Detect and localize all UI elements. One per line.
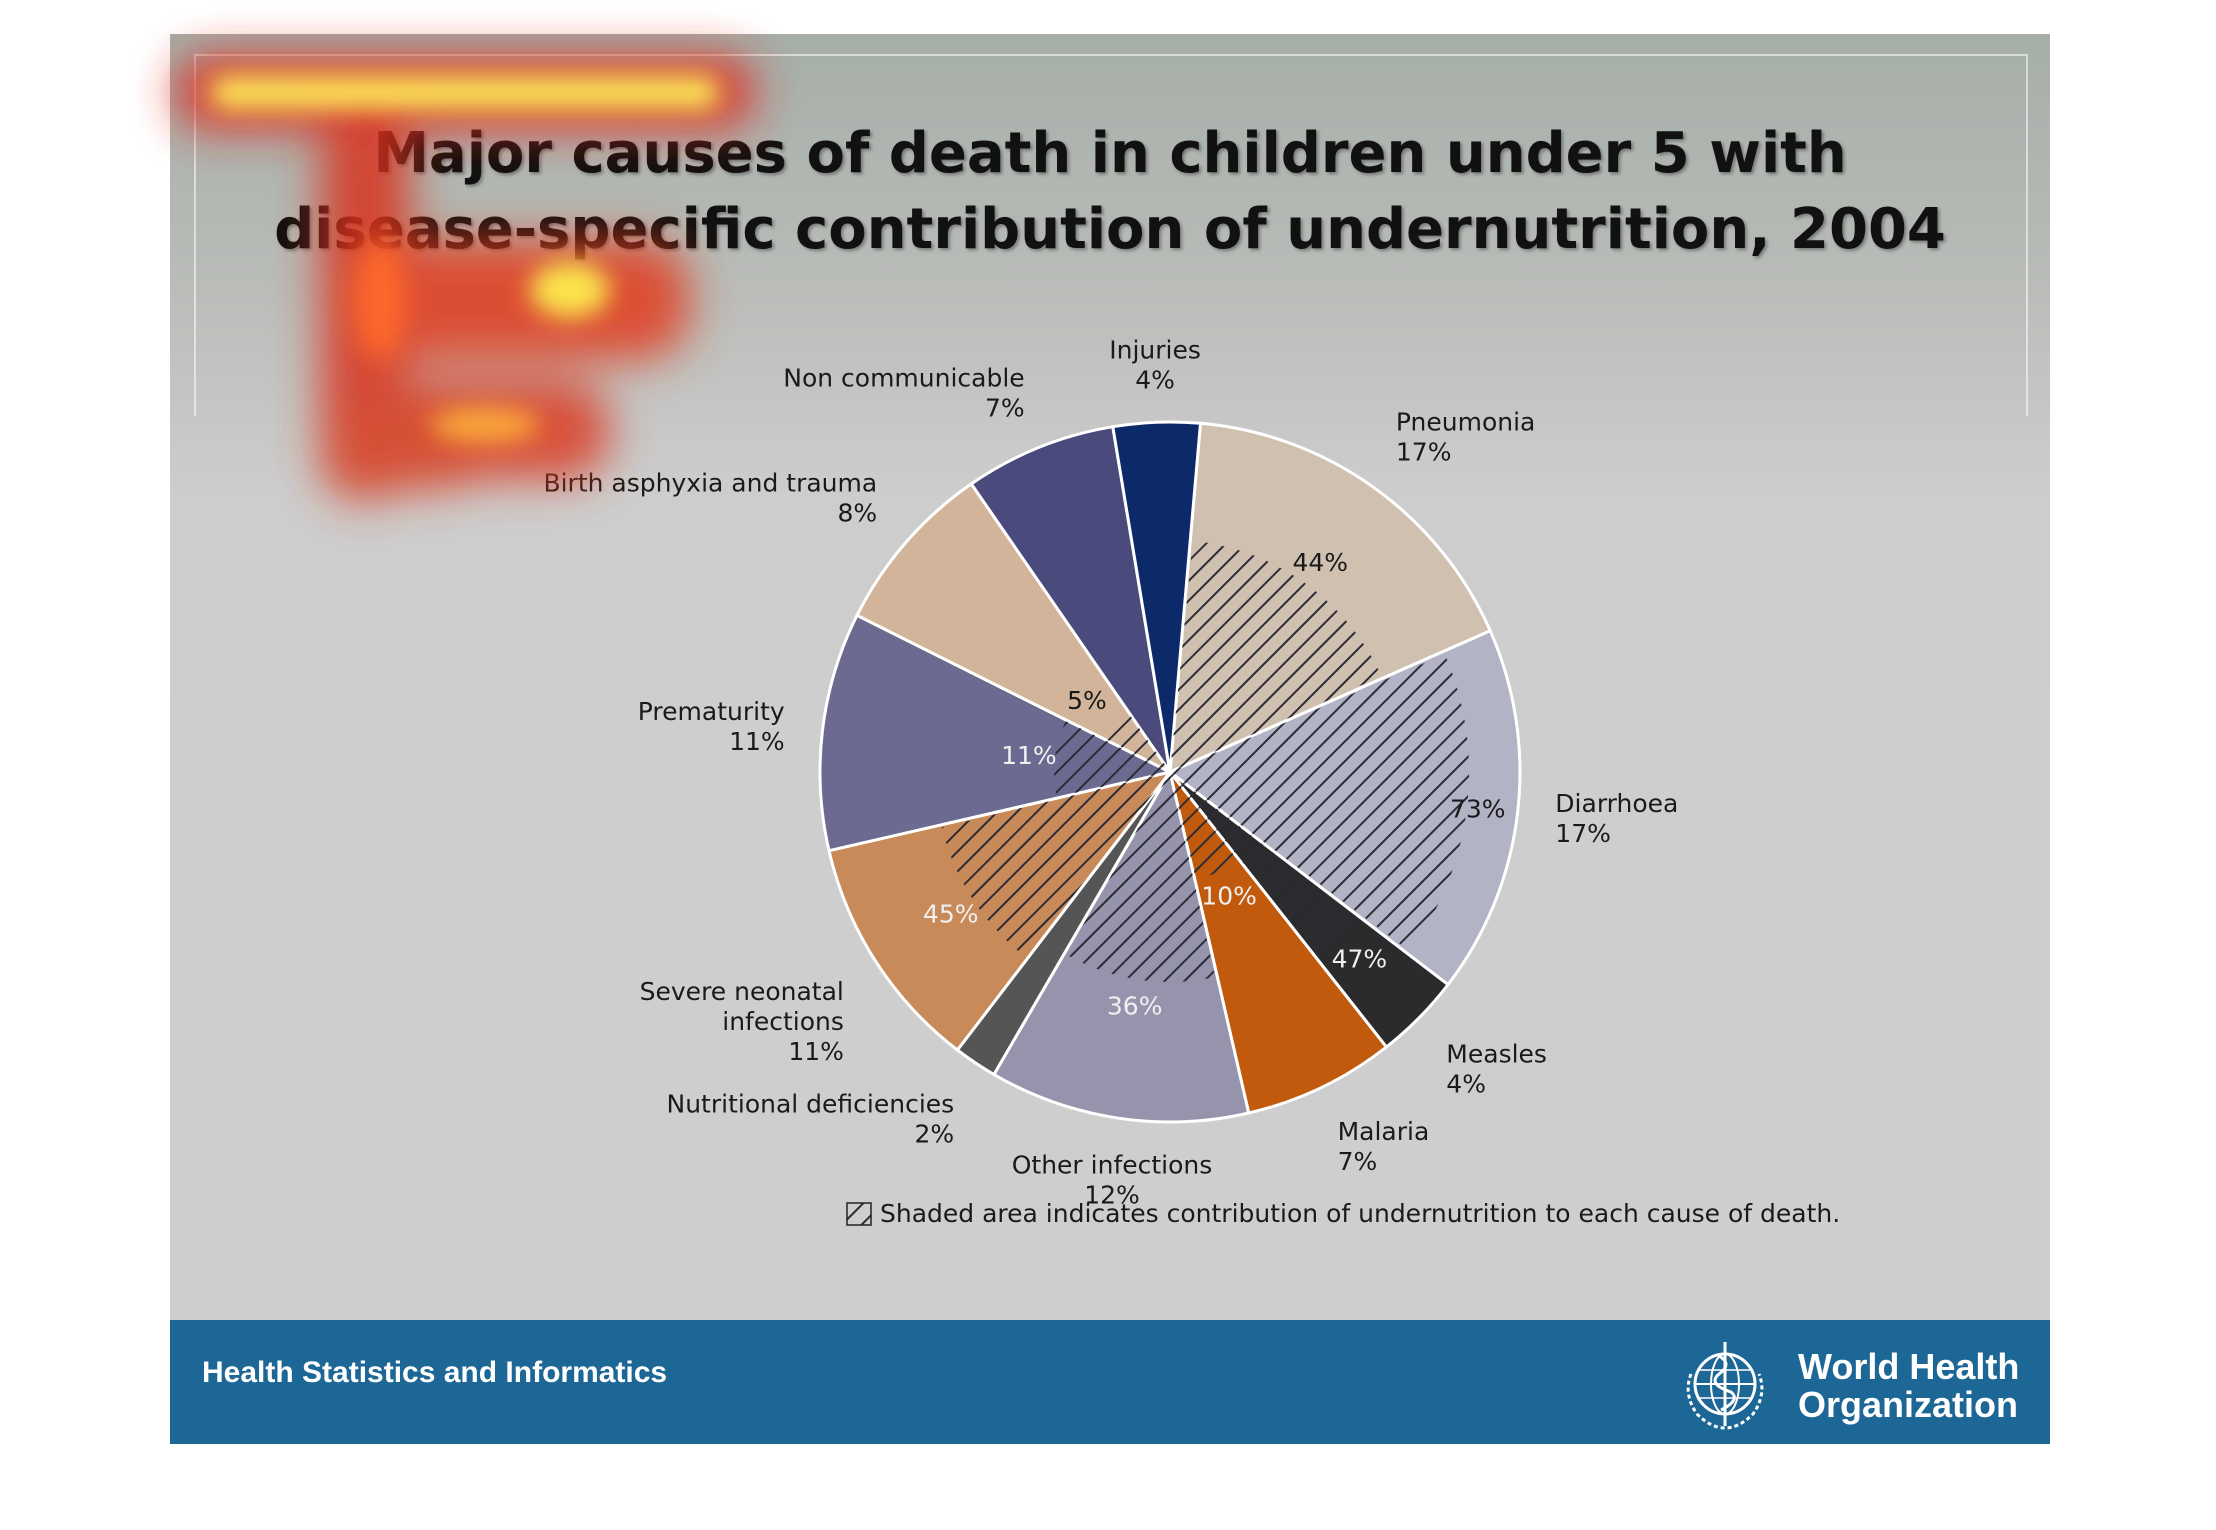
- slice-name-severe-neonatal-infections: Severe neonatal: [640, 977, 844, 1006]
- slice-name-malaria: Malaria: [1338, 1117, 1430, 1146]
- slice-name-non-communicable: Non communicable: [783, 363, 1024, 392]
- slice-label-nutritional-deficiencies: Nutritional deficiencies 2%: [667, 1089, 955, 1148]
- slice-name-injuries: Injuries: [1109, 335, 1201, 364]
- slice-value-injuries: 4%: [1135, 365, 1175, 394]
- undernutrition-hatch-malaria: [1170, 772, 1238, 880]
- undernutrition-hatch-diarrhoea: [1170, 654, 1470, 952]
- undernutrition-label-malaria: 10%: [1201, 881, 1257, 910]
- legend-hatch-swatch: [846, 1202, 872, 1226]
- slice-value-birth-asphyxia-and-trauma: 8%: [838, 498, 878, 527]
- slice-name-other-infections: Other infections: [1012, 1151, 1213, 1180]
- slice-name-severe-neonatal-infections: infections: [722, 1007, 844, 1036]
- footer-bar: Health Statistics and Informatics World …: [170, 1320, 2050, 1444]
- slice-label-measles: Measles 4%: [1446, 1039, 1547, 1098]
- footer-department-label: Health Statistics and Informatics: [202, 1356, 668, 1389]
- pie-chart: 44%73%47%10%36%45%11%5% Pneumonia 17%Diar…: [543, 335, 1840, 1228]
- pie-slice-injuries: [1111, 420, 1203, 773]
- undernutrition-hatch-measles: [1170, 772, 1360, 959]
- undernutrition-hatch-pneumonia: [1170, 540, 1382, 772]
- slice-label-non-communicable: Non communicable 7%: [783, 363, 1024, 422]
- who-name: World Health Organization: [1798, 1348, 2019, 1424]
- undernutrition-hatch-prematurity: [1053, 721, 1170, 797]
- slice-name-nutritional-deficiencies: Nutritional deficiencies: [667, 1089, 955, 1118]
- slice-label-pneumonia: Pneumonia 17%: [1396, 408, 1535, 467]
- undernutrition-label-severe-neonatal-infections: 45%: [923, 899, 979, 928]
- chart-title: Major causes of death in children under …: [170, 116, 2050, 268]
- slice-value-severe-neonatal-infections: 11%: [788, 1037, 844, 1066]
- undernutrition-label-measles: 47%: [1332, 945, 1388, 974]
- slice-label-diarrhoea: Diarrhoea 17%: [1555, 789, 1678, 848]
- slice-value-non-communicable: 7%: [985, 393, 1025, 422]
- who-name-line-1: World Health: [1798, 1346, 2020, 1387]
- slide: Major causes of death in children under …: [170, 34, 2050, 1444]
- pie-slice-birth-asphyxia-and-trauma: [854, 481, 1172, 774]
- pie-slice-non-communicable: [969, 424, 1172, 773]
- chart-legend: Shaded area indicates contribution of un…: [846, 1199, 1840, 1228]
- pie-slice-prematurity: [818, 613, 1175, 853]
- slide-frame: [194, 54, 2028, 416]
- slice-value-measles: 4%: [1446, 1069, 1486, 1098]
- undernutrition-label-birth-asphyxia-and-trauma: 5%: [1067, 686, 1107, 715]
- undernutrition-label-diarrhoea: 73%: [1450, 795, 1506, 824]
- slice-name-measles: Measles: [1446, 1039, 1547, 1068]
- undernutrition-hatch-severe-neonatal-infections: [941, 772, 1170, 957]
- slice-value-prematurity: 11%: [729, 727, 785, 756]
- who-name-line-2: Organization: [1798, 1384, 2019, 1425]
- undernutrition-label-pneumonia: 44%: [1293, 548, 1349, 577]
- slice-value-malaria: 7%: [1338, 1147, 1378, 1176]
- slice-value-other-infections: 12%: [1084, 1181, 1140, 1210]
- slice-label-injuries: Injuries 4%: [1109, 335, 1201, 394]
- slice-value-pneumonia: 17%: [1396, 438, 1452, 467]
- slice-label-malaria: Malaria 7%: [1338, 1117, 1430, 1176]
- slice-value-nutritional-deficiencies: 2%: [915, 1119, 955, 1148]
- who-emblem-icon: [1686, 1342, 1764, 1430]
- legend-note: Shaded area indicates contribution of un…: [880, 1199, 1840, 1228]
- undernutrition-label-other-infections: 36%: [1107, 991, 1163, 1020]
- undernutrition-label-prematurity: 11%: [1001, 741, 1057, 770]
- slice-name-diarrhoea: Diarrhoea: [1555, 789, 1678, 818]
- undernutrition-hatch-other-infections: [1066, 772, 1216, 982]
- slice-name-pneumonia: Pneumonia: [1396, 408, 1535, 437]
- slice-label-birth-asphyxia-and-trauma: Birth asphyxia and trauma 8%: [543, 468, 877, 527]
- slice-label-severe-neonatal-infections: Severe neonatal infections 11%: [640, 977, 844, 1066]
- undernutrition-hatch-birth-asphyxia-and-trauma: [1100, 708, 1170, 772]
- slice-value-diarrhoea: 17%: [1555, 819, 1611, 848]
- slice-name-prematurity: Prematurity: [638, 697, 785, 726]
- slice-label-prematurity: Prematurity 11%: [638, 697, 785, 756]
- slice-name-birth-asphyxia-and-trauma: Birth asphyxia and trauma: [543, 468, 877, 497]
- title-line-1: Major causes of death in children under …: [373, 121, 1847, 186]
- slice-label-other-infections: Other infections 12%: [1012, 1151, 1213, 1210]
